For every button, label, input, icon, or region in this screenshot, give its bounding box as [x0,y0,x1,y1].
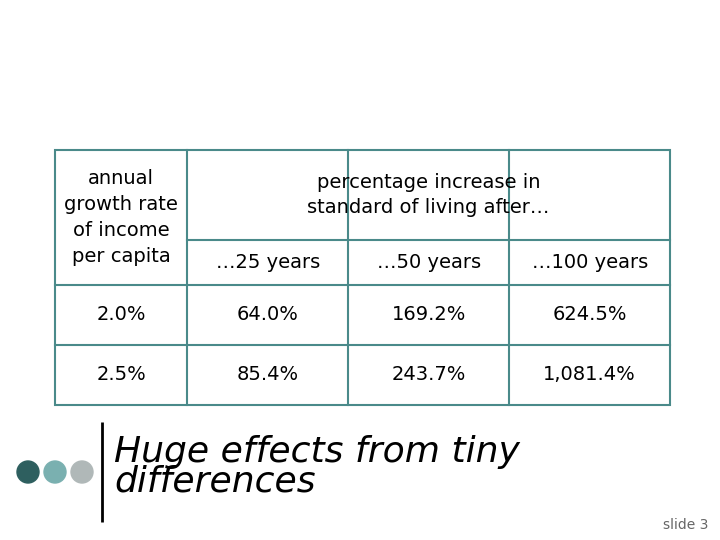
Text: 2.5%: 2.5% [96,366,146,384]
Text: percentage increase in
standard of living after…: percentage increase in standard of livin… [307,173,550,218]
Text: …25 years: …25 years [216,253,320,272]
Text: …50 years: …50 years [377,253,481,272]
Text: 169.2%: 169.2% [392,306,466,325]
Circle shape [71,461,93,483]
Text: Huge effects from tiny: Huge effects from tiny [114,435,520,469]
Text: 85.4%: 85.4% [237,366,299,384]
Circle shape [44,461,66,483]
Text: 1,081.4%: 1,081.4% [544,366,636,384]
Text: annual
growth rate
of income
per capita: annual growth rate of income per capita [64,170,178,266]
Circle shape [17,461,39,483]
Text: 64.0%: 64.0% [237,306,299,325]
Text: slide 3: slide 3 [662,518,708,532]
Text: …100 years: …100 years [531,253,648,272]
Text: 2.0%: 2.0% [96,306,146,325]
Text: 243.7%: 243.7% [392,366,466,384]
Bar [55,150,670,405]
Text: 624.5%: 624.5% [552,306,627,325]
Text: differences: differences [114,465,315,499]
